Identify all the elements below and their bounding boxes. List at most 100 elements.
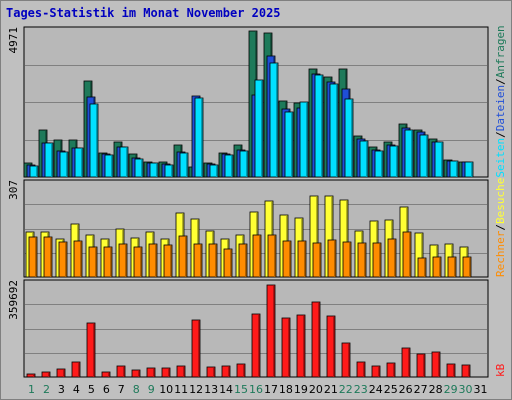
bar-pages-day-24 <box>374 150 384 178</box>
x-tick-label-day-2: 2 <box>43 383 50 396</box>
bar-kbytes-day-30 <box>461 364 471 378</box>
bar-pages-day-20 <box>314 74 324 178</box>
legend-kbytes: kB <box>494 363 507 377</box>
bar-pages-day-10 <box>164 164 174 178</box>
bar-sites-day-27 <box>417 257 427 278</box>
bar-pages-day-17 <box>269 62 279 178</box>
x-tick-label-day-19: 19 <box>294 383 308 396</box>
bar-pages-day-1 <box>29 165 39 178</box>
bar-pages-day-27 <box>419 134 429 178</box>
bar-sites-day-29 <box>447 256 457 278</box>
bar-sites-day-13 <box>208 243 218 278</box>
bar-kbytes-day-4 <box>71 361 81 378</box>
x-tick-label-day-24: 24 <box>369 383 383 396</box>
x-tick-label-day-30: 30 <box>459 383 473 396</box>
bar-sites-day-1 <box>28 236 38 278</box>
bar-sites-day-21 <box>327 239 337 278</box>
bar-sites-day-19 <box>297 240 307 278</box>
bar-sites-day-14 <box>223 248 233 278</box>
bar-pages-day-30 <box>464 161 474 178</box>
bar-kbytes-day-8 <box>131 369 141 378</box>
y-max-label-bottom: 359692 <box>7 280 20 320</box>
bar-pages-day-11 <box>179 152 189 178</box>
bar-kbytes-day-21 <box>326 315 336 378</box>
bar-kbytes-day-25 <box>386 362 396 378</box>
bar-pages-day-14 <box>224 154 234 178</box>
bar-pages-day-23 <box>359 140 369 178</box>
bar-pages-day-18 <box>284 111 294 178</box>
bar-kbytes-day-14 <box>221 365 231 378</box>
bar-kbytes-day-11 <box>176 365 186 378</box>
x-tick-label-day-11: 11 <box>174 383 188 396</box>
x-tick-label-day-12: 12 <box>189 383 203 396</box>
bar-sites-day-18 <box>282 240 292 278</box>
bar-pages-day-13 <box>209 164 219 178</box>
bar-sites-day-4 <box>73 240 83 278</box>
bar-pages-day-15 <box>239 150 249 178</box>
chart-title: Tages-Statistik im Monat November 2025 <box>6 6 281 20</box>
bar-kbytes-day-3 <box>56 368 66 378</box>
bar-kbytes-day-5 <box>86 322 96 378</box>
bar-kbytes-day-17 <box>266 284 276 378</box>
bar-pages-day-12 <box>194 97 204 178</box>
bar-pages-day-6 <box>104 154 114 178</box>
bar-pages-day-9 <box>149 162 159 178</box>
bar-pages-day-5 <box>89 103 99 178</box>
bar-sites-day-7 <box>118 243 128 278</box>
bar-pages-day-4 <box>74 147 84 178</box>
bar-kbytes-day-23 <box>356 361 366 378</box>
bar-kbytes-day-26 <box>401 347 411 378</box>
bar-kbytes-day-28 <box>431 351 441 378</box>
bar-kbytes-day-27 <box>416 353 426 378</box>
bar-pages-day-8 <box>134 158 144 178</box>
x-tick-label-day-10: 10 <box>159 383 173 396</box>
x-tick-label-day-25: 25 <box>384 383 398 396</box>
x-tick-label-day-17: 17 <box>264 383 278 396</box>
bar-sites-day-11 <box>178 235 188 278</box>
bar-sites-day-3 <box>58 241 68 278</box>
bar-pages-day-28 <box>434 141 444 178</box>
bar-kbytes-day-13 <box>206 366 216 378</box>
legend-visits: Besuche <box>494 178 507 224</box>
bar-sites-day-28 <box>432 256 442 278</box>
x-tick-label-day-23: 23 <box>354 383 368 396</box>
bar-sites-day-9 <box>148 243 158 278</box>
bar-kbytes-day-12 <box>191 319 201 378</box>
bar-pages-day-19 <box>299 101 309 178</box>
bar-sites-day-26 <box>402 231 412 278</box>
bar-kbytes-day-22 <box>341 342 351 378</box>
bar-sites-day-30 <box>462 256 472 278</box>
bar-kbytes-day-2 <box>41 371 51 378</box>
legend-sites: Rechner <box>494 230 507 277</box>
bar-kbytes-day-6 <box>101 371 111 378</box>
bar-kbytes-day-15 <box>236 363 246 378</box>
x-tick-label-day-14: 14 <box>219 383 233 396</box>
bar-pages-day-29 <box>449 160 459 178</box>
x-tick-label-day-1: 1 <box>28 383 35 396</box>
bar-kbytes-day-20 <box>311 301 321 378</box>
x-tick-label-day-6: 6 <box>103 383 110 396</box>
x-tick-label-day-4: 4 <box>73 383 80 396</box>
legend-separator: / <box>494 78 507 85</box>
bar-sites-day-20 <box>312 242 322 278</box>
x-tick-label-day-21: 21 <box>324 383 338 396</box>
bar-kbytes-day-29 <box>446 363 456 378</box>
bar-sites-day-5 <box>88 246 98 278</box>
legend-files: Dateien <box>494 85 507 131</box>
x-tick-label-day-15: 15 <box>234 383 248 396</box>
bar-sites-day-25 <box>387 238 397 278</box>
bar-kbytes-day-24 <box>371 365 381 378</box>
legend-separator: / <box>494 131 507 138</box>
bar-kbytes-day-7 <box>116 365 126 378</box>
x-tick-label-day-9: 9 <box>148 383 155 396</box>
x-tick-label-day-7: 7 <box>118 383 125 396</box>
bar-sites-day-12 <box>193 243 203 278</box>
x-tick-label-day-16: 16 <box>249 383 263 396</box>
bar-kbytes-day-18 <box>281 317 291 378</box>
right-legend-bottom: kB <box>494 363 507 377</box>
legend-hits: Anfragen <box>494 25 507 78</box>
bar-sites-day-15 <box>238 243 248 278</box>
bar-kbytes-day-10 <box>161 367 171 378</box>
bar-pages-day-26 <box>404 129 414 178</box>
